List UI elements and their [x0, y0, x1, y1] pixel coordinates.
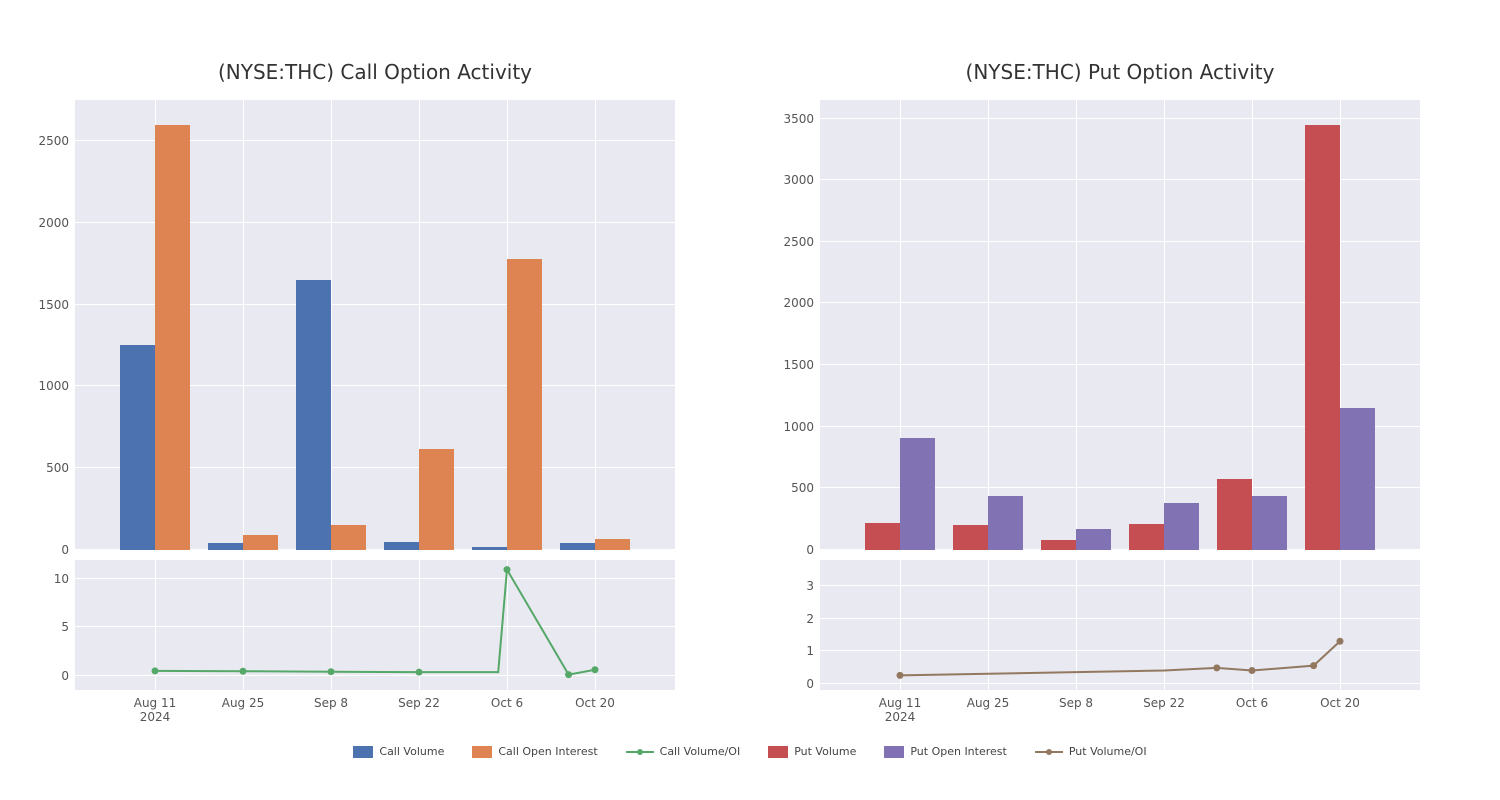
put-ratio-plot: 0123Aug 112024Aug 25Sep 8Sep 22Oct 6Oct … [820, 560, 1420, 690]
legend-item: Call Volume [353, 745, 444, 758]
y-tick-label: 1500 [38, 298, 75, 312]
put_volume-bar [953, 525, 988, 550]
call_volume-bar [384, 542, 419, 550]
legend-swatch [353, 746, 373, 758]
put_oi-bar [1076, 529, 1111, 550]
x-tick-label: Oct 6 [1236, 690, 1268, 710]
y-tick-label: 0 [806, 677, 820, 691]
legend-line-icon [1035, 746, 1063, 758]
x-tick-label: Sep 22 [1143, 690, 1185, 710]
x-tick-label: Sep 8 [1059, 690, 1093, 710]
y-tick-label: 2 [806, 612, 820, 626]
x-tick-label: Oct 6 [491, 690, 523, 710]
y-tick-label: 0 [806, 543, 820, 557]
legend-label: Put Volume [794, 745, 856, 758]
legend-label: Call Open Interest [498, 745, 597, 758]
x-tick-label: Sep 22 [398, 690, 440, 710]
y-tick-label: 2000 [38, 216, 75, 230]
put-chart-title: (NYSE:THC) Put Option Activity [820, 60, 1420, 84]
legend-item: Put Volume [768, 745, 856, 758]
x-tick-label: Sep 8 [314, 690, 348, 710]
x-tick-label: Aug 25 [967, 690, 1010, 710]
y-tick-label: 5 [61, 620, 75, 634]
put_oi-bar [1340, 408, 1375, 550]
put_ratio-line [820, 560, 1420, 690]
call_oi-bar [155, 125, 190, 550]
legend-line-icon [626, 746, 654, 758]
call-ratio-plot: 0510Aug 112024Aug 25Sep 8Sep 22Oct 6Oct … [75, 560, 675, 690]
put_oi-bar [1252, 496, 1287, 550]
x-tick-label: Oct 20 [575, 690, 615, 710]
y-tick-label: 1000 [38, 379, 75, 393]
put-bar-plot: 0500100015002000250030003500 [820, 100, 1420, 550]
x-tick-label: Aug 112024 [879, 690, 922, 724]
y-tick-label: 2500 [38, 134, 75, 148]
legend-item: Put Volume/OI [1035, 745, 1147, 758]
call_oi-bar [507, 259, 542, 550]
x-tick-label: Oct 20 [1320, 690, 1360, 710]
figure: (NYSE:THC) Call Option Activity 05001000… [0, 0, 1500, 800]
call-bar-plot: 05001000150020002500 [75, 100, 675, 550]
legend-item: Call Open Interest [472, 745, 597, 758]
legend-label: Call Volume/OI [660, 745, 741, 758]
x-tick-label: Aug 25 [222, 690, 265, 710]
call_ratio-line [75, 560, 675, 690]
put_oi-bar [1164, 503, 1199, 550]
legend-label: Call Volume [379, 745, 444, 758]
call_volume-bar [560, 543, 595, 550]
y-tick-label: 0 [61, 543, 75, 557]
y-tick-label: 10 [54, 572, 75, 586]
legend-swatch [768, 746, 788, 758]
call_volume-bar [296, 280, 331, 550]
call_oi-bar [419, 449, 454, 550]
y-tick-label: 500 [791, 481, 820, 495]
put_volume-bar [1217, 479, 1252, 551]
legend-swatch [472, 746, 492, 758]
y-tick-label: 1000 [783, 420, 820, 434]
call_oi-bar [331, 525, 366, 550]
put_volume-bar [1129, 524, 1164, 550]
y-tick-label: 1 [806, 644, 820, 658]
call_oi-bar [243, 535, 278, 550]
call_oi-bar [595, 539, 630, 550]
legend-item: Call Volume/OI [626, 745, 741, 758]
call_volume-bar [208, 543, 243, 550]
legend: Call Volume Call Open Interest Call Volume… [0, 745, 1500, 758]
put_volume-bar [865, 523, 900, 550]
y-tick-label: 0 [61, 669, 75, 683]
put_volume-bar [1305, 125, 1340, 550]
call_volume-bar [120, 345, 155, 550]
x-tick-label: Aug 112024 [134, 690, 177, 724]
put_oi-bar [988, 496, 1023, 550]
call_volume-bar [472, 547, 507, 550]
y-tick-label: 2000 [783, 296, 820, 310]
put_volume-bar [1041, 540, 1076, 550]
y-tick-label: 3 [806, 579, 820, 593]
legend-item: Put Open Interest [884, 745, 1007, 758]
legend-swatch [884, 746, 904, 758]
legend-label: Put Open Interest [910, 745, 1007, 758]
y-tick-label: 3000 [783, 173, 820, 187]
y-tick-label: 1500 [783, 358, 820, 372]
put_oi-bar [900, 438, 935, 550]
call-chart-title: (NYSE:THC) Call Option Activity [75, 60, 675, 84]
y-tick-label: 3500 [783, 112, 820, 126]
y-tick-label: 2500 [783, 235, 820, 249]
legend-label: Put Volume/OI [1069, 745, 1147, 758]
y-tick-label: 500 [46, 461, 75, 475]
